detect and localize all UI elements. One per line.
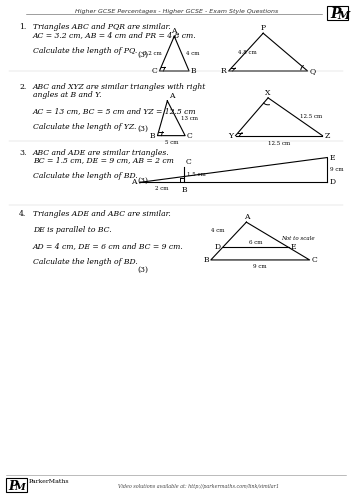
Text: ABC and ADE are similar triangles.: ABC and ADE are similar triangles. [33,148,170,156]
Text: C: C [312,256,317,264]
Text: M: M [337,10,350,22]
Text: D: D [329,178,336,186]
Text: Video solutions available at: http://parkermaths.com/link/similar1: Video solutions available at: http://par… [118,484,280,489]
Text: M: M [14,482,25,492]
Text: 6 cm: 6 cm [249,240,262,246]
Text: 9 cm: 9 cm [253,264,267,269]
FancyBboxPatch shape [6,478,27,492]
Text: AC = 3.2 cm, AB = 4 cm and PR = 4.8 cm.: AC = 3.2 cm, AB = 4 cm and PR = 4.8 cm. [33,31,196,39]
Text: Calculate the length of BD.: Calculate the length of BD. [33,258,138,266]
Text: 1.: 1. [19,24,27,32]
Text: P: P [261,24,266,32]
Text: A: A [244,213,249,221]
Text: 4.8 cm: 4.8 cm [239,50,257,54]
Text: C: C [187,132,193,140]
Text: 4.: 4. [19,210,27,218]
Text: Calculate the length of PQ.: Calculate the length of PQ. [33,47,137,55]
Text: 2 cm: 2 cm [155,186,169,192]
Text: AC = 13 cm, BC = 5 cm and YZ = 12.5 cm: AC = 13 cm, BC = 5 cm and YZ = 12.5 cm [33,107,196,115]
Text: Q: Q [310,67,316,75]
Text: Triangles ABC and PQR are similar.: Triangles ABC and PQR are similar. [33,24,171,32]
Text: 13 cm: 13 cm [181,116,198,120]
Text: C: C [152,67,158,75]
Text: 1.5 cm: 1.5 cm [187,172,206,178]
Text: DE is parallel to BC.: DE is parallel to BC. [33,226,112,234]
Text: angles at B and Y.: angles at B and Y. [33,91,102,99]
Text: Not to scale: Not to scale [281,236,315,240]
Text: 2.: 2. [19,83,27,91]
Text: (3): (3) [138,51,149,59]
Text: 3.: 3. [19,148,27,156]
Text: E: E [329,154,335,162]
Text: A: A [171,27,177,35]
Text: 4 cm: 4 cm [211,228,225,232]
Text: BC = 1.5 cm, DE = 9 cm, AB = 2 cm: BC = 1.5 cm, DE = 9 cm, AB = 2 cm [33,156,174,164]
Text: A: A [169,92,175,100]
Text: X: X [266,89,271,97]
Text: Higher GCSE Percentages - Higher GCSE - Exam Style Questions: Higher GCSE Percentages - Higher GCSE - … [75,10,278,14]
Text: 4 cm: 4 cm [185,51,199,56]
Text: C: C [186,158,192,166]
Text: B: B [191,67,197,75]
Text: D: D [215,244,221,252]
Text: Calculate the length of YZ.: Calculate the length of YZ. [33,122,136,130]
Text: Calculate the length of BD.: Calculate the length of BD. [33,172,138,180]
Text: 3.2 cm: 3.2 cm [143,51,162,56]
Text: B: B [203,256,209,264]
Text: B: B [181,186,187,194]
Text: (3): (3) [138,124,149,132]
Text: Y: Y [229,132,234,140]
Text: 12.5 cm: 12.5 cm [300,114,322,119]
Text: E: E [291,244,296,252]
Text: P: P [330,8,341,22]
Text: ABC and XYZ are similar triangles with right: ABC and XYZ are similar triangles with r… [33,83,206,91]
Text: A: A [131,178,137,186]
Text: 5 cm: 5 cm [165,140,178,144]
Text: (3): (3) [138,266,149,274]
Text: Triangles ADE and ABC are similar.: Triangles ADE and ABC are similar. [33,210,171,218]
Text: AD = 4 cm, DE = 6 cm and BC = 9 cm.: AD = 4 cm, DE = 6 cm and BC = 9 cm. [33,242,184,250]
Text: 9 cm: 9 cm [330,168,344,172]
Text: ParkerMaths: ParkerMaths [29,479,70,484]
Text: Z: Z [324,132,330,140]
Text: R: R [221,67,227,75]
Text: B: B [150,132,155,140]
FancyBboxPatch shape [327,6,348,20]
Text: 12.5 cm: 12.5 cm [268,140,290,145]
Text: P: P [8,480,18,492]
Text: (3): (3) [138,176,149,184]
